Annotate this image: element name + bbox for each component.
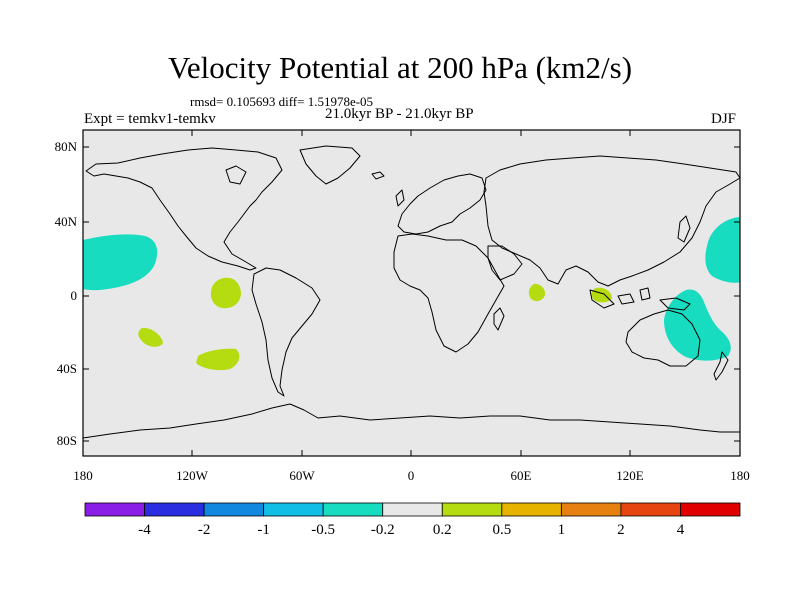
colorbar-label: 0.5 [492,522,511,538]
coastline-arabia [487,245,523,281]
lon-tick-label: 180 [730,468,750,483]
coastline-greenland [299,145,361,185]
coastline-australia [625,309,701,367]
colorbar-swatch [441,502,503,517]
lon-tick-label: 120E [616,468,644,483]
lon-tick-label: 180 [73,468,93,483]
coastline-british-isles [395,189,405,207]
colorbar-swatch [620,502,681,517]
period-label: 21.0kyr BP - 21.0kyr BP [325,106,474,122]
coastline-antarctica [82,403,740,439]
colorbar-label: -0.2 [371,522,395,538]
colorbar-swatch [263,502,324,517]
colorbar-label: 2 [617,522,625,538]
colorbar-swatch [84,502,145,517]
colorbar-swatch [203,502,265,517]
colorbar-swatch [382,502,443,517]
season-label: DJF [711,111,737,127]
coastline-hudson-bay [225,165,247,185]
colorbar-swatch [680,502,741,517]
coastline-europe [397,173,487,235]
coastline-new-zealand [713,351,729,381]
lon-tick-label: 60W [289,468,315,483]
anomaly-patch-south-pacific-west [138,327,163,347]
anomaly-patch-west-pacific [705,217,740,283]
anomaly-patch-maritime-continent [591,287,612,303]
lat-tick-label: 40N [55,214,78,229]
stats-line: rmsd= 0.105693 diff= 1.51978e-05 [190,94,374,109]
lat-tick-label: 40S [57,361,77,376]
colorbar-swatch [501,502,562,517]
colorbar-swatch [322,502,384,517]
experiment-label: Expt = temkv1-temkv [84,111,216,127]
latitude-axis: 80N 40N 0 40S 80S [55,139,740,448]
colorbar-label: -0.5 [311,522,335,538]
map-background [83,130,740,456]
coastline-indonesia [589,287,651,309]
colorbar-label: 4 [677,522,685,538]
lat-tick-label: 80N [55,139,78,154]
colorbar-label: 1 [558,522,566,538]
colorbar-swatch [560,502,622,517]
anomaly-patch-east-pacific [210,277,241,309]
coastline-asia [483,155,741,287]
coastline-japan [677,215,691,243]
coastline-new-guinea [659,297,691,311]
lat-tick-label: 0 [71,288,78,303]
negative-anomaly-patches [83,217,740,361]
colorbar: -4 -2 -1 -0.5 -0.2 0.2 0.5 1 2 4 [84,502,741,538]
chart-title: Velocity Potential at 200 hPa (km2/s) [167,50,633,85]
lat-tick-label: 80S [57,433,77,448]
lon-tick-label: 0 [408,468,415,483]
coastline-south-america [251,267,321,397]
lon-tick-label: 60E [511,468,532,483]
longitude-axis: 180 120W 60W 0 60E 120E 180 [73,130,750,483]
coastline-iceland [371,171,385,180]
coastline-madagascar [493,307,505,331]
positive-anomaly-patches [138,277,612,371]
anomaly-patch-north-pacific [83,234,158,291]
lon-tick-label: 120W [176,468,209,483]
colorbar-label: -4 [138,522,151,538]
colorbar-swatch [144,502,205,517]
colorbar-label: -2 [198,522,211,538]
colorbar-label: -1 [257,522,270,538]
anomaly-patch-south-pacific-east [196,348,240,371]
anomaly-patch-australia-sw-pacific [664,289,731,361]
anomaly-patch-indian-ocean [528,283,546,302]
coastlines [82,145,741,439]
coastline-north-america [85,147,283,271]
coastline-africa [393,233,505,353]
colorbar-label: 0.2 [433,522,452,538]
